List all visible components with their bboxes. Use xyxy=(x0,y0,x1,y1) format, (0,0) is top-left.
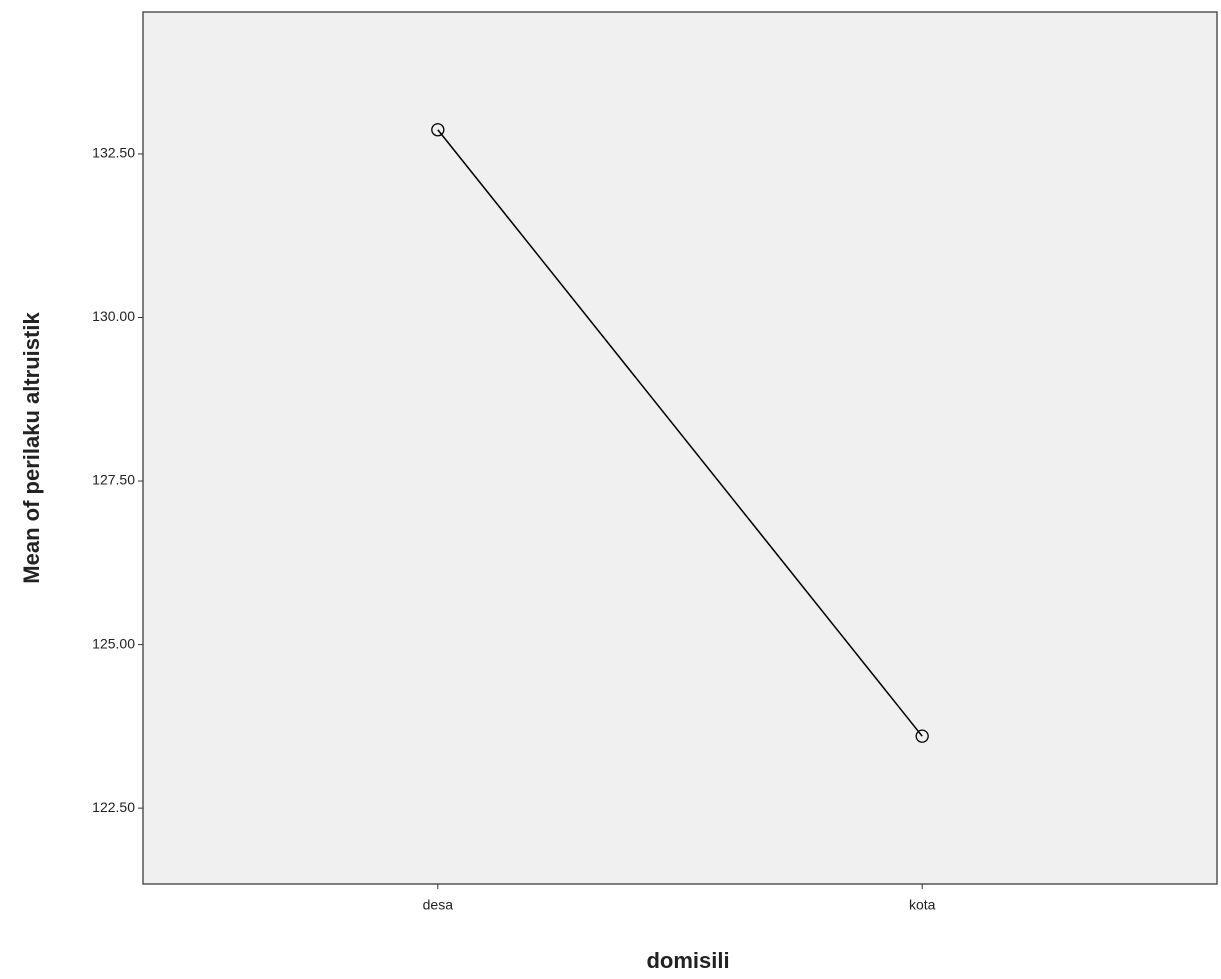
y-tick-label: 122.50 xyxy=(92,799,135,815)
x-tick-label: kota xyxy=(909,897,936,913)
plot-area xyxy=(142,11,1218,885)
y-tick-label: 130.00 xyxy=(92,308,135,324)
data-point xyxy=(915,729,929,743)
data-point xyxy=(431,123,445,137)
x-tick-label: desa xyxy=(423,897,454,913)
series-line xyxy=(437,129,923,737)
y-tick-label: 127.50 xyxy=(92,472,135,488)
x-axis-title: domisili xyxy=(646,948,729,973)
y-tick-label: 132.50 xyxy=(92,145,135,161)
y-axis-title: Mean of perilaku altruistik xyxy=(19,312,44,584)
y-tick-label: 125.00 xyxy=(92,635,135,651)
